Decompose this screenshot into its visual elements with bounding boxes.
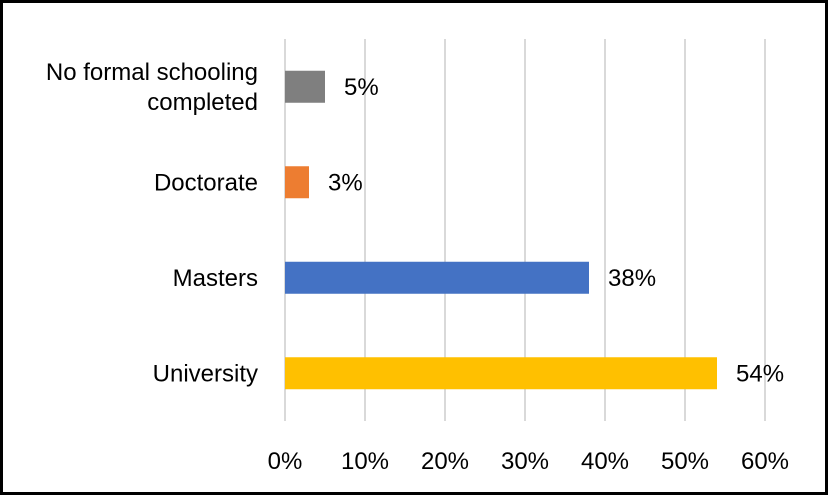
data-label-0: 5%: [344, 74, 379, 101]
x-tick-label-0: 0%: [268, 448, 303, 475]
bar-0: [285, 70, 325, 103]
gridlines: [284, 39, 766, 421]
category-label-3: University: [153, 360, 258, 387]
x-tick-labels: 0% 10% 20% 30% 40% 50% 60%: [268, 448, 789, 475]
x-tick-label-1: 10%: [341, 448, 389, 475]
data-label-3: 54%: [736, 360, 784, 387]
x-tick-label-5: 50%: [661, 448, 709, 475]
category-label-2: Masters: [173, 265, 258, 292]
x-tick-label-2: 20%: [421, 448, 469, 475]
bar-3: [285, 357, 717, 390]
bars: [285, 70, 717, 390]
x-tick-label-4: 40%: [581, 448, 629, 475]
category-labels: No formal schooling completed Doctorate Mas…: [46, 59, 258, 388]
bar-2: [285, 261, 589, 294]
data-label-1: 3%: [328, 169, 363, 196]
x-tick-label-3: 30%: [501, 448, 549, 475]
data-label-2: 38%: [608, 265, 656, 292]
data-labels: 5% 3% 38% 54%: [328, 74, 784, 388]
bar-1: [285, 166, 309, 199]
bar-chart: No formal schooling completed Doctorate Mas…: [46, 39, 789, 475]
x-tick-label-6: 60%: [741, 448, 789, 475]
category-label-0: No formal schooling completed: [46, 59, 258, 116]
category-label-1: Doctorate: [154, 169, 258, 196]
